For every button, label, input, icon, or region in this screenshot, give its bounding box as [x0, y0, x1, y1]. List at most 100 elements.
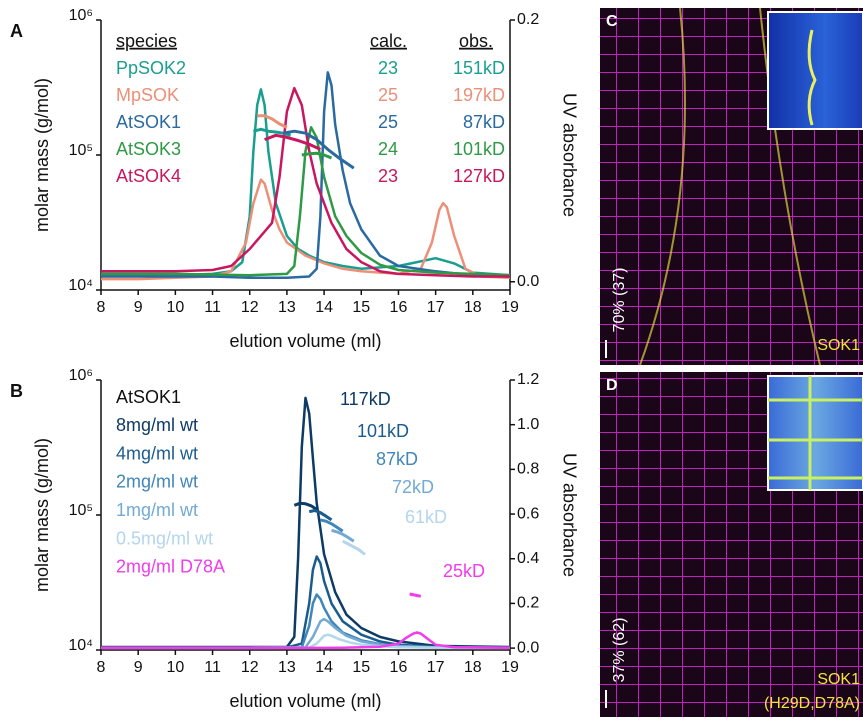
marker-label: SOK1: [817, 337, 860, 354]
legend-entry: 1mg/ml wt: [116, 500, 198, 520]
legend-entry: 0.5mg/ml wt: [116, 528, 213, 548]
mass-label: 72kD: [392, 477, 434, 497]
x-tick-label: 18: [464, 299, 482, 316]
y-tick-label: 10⁴: [68, 637, 93, 654]
x-tick-label: 15: [352, 659, 370, 676]
y2-tick-label: 0.4: [517, 550, 539, 567]
y-tick-label: 10⁵: [69, 142, 93, 159]
calc-value: 23: [378, 58, 398, 78]
obs-value: 87kD: [463, 112, 505, 132]
x-axis-title: elution volume (ml): [229, 331, 381, 351]
mass-label: 101kD: [357, 421, 409, 441]
x-tick-label: 16: [390, 659, 408, 676]
x-tick-label: 8: [97, 299, 106, 316]
legend-entry: 2mg/ml wt: [116, 472, 198, 492]
calc-value: 24: [378, 139, 398, 159]
legend-entry: 8mg/ml wt: [116, 415, 198, 435]
mass-trace: [409, 592, 422, 598]
y2-axis-title: UV absorbance: [559, 93, 579, 217]
y2-tick-label: 0.2: [517, 11, 539, 28]
calc-value: 25: [378, 112, 398, 132]
mass-trace: [264, 133, 322, 151]
y2-tick-label: 1.2: [517, 371, 539, 388]
x-tick-label: 11: [204, 659, 221, 676]
uv-trace: [101, 126, 511, 277]
legend-entry: AtSOK3: [116, 139, 181, 159]
panel-label: D: [606, 377, 618, 394]
y2-axis-title: UV absorbance: [559, 453, 579, 577]
mass-label: 117kD: [340, 389, 391, 409]
x-tick-label: 14: [315, 299, 333, 316]
x-tick-label: 16: [390, 299, 408, 316]
mass-trace: [342, 539, 366, 556]
legend-header: calc.: [370, 31, 407, 51]
uv-trace: [101, 178, 511, 281]
calc-value: 25: [378, 85, 398, 105]
calc-value: 23: [378, 166, 398, 186]
x-tick-label: 8: [97, 659, 106, 676]
y-tick-label: 10⁴: [68, 277, 93, 294]
panel-c: C 70% (37) SOK1: [600, 7, 863, 366]
mass-trace: [331, 528, 355, 543]
panel-d: D 37% (62) SOK1 (H29D,D78A): [600, 372, 863, 717]
x-tick-label: 17: [427, 299, 445, 316]
mass-trace: [308, 509, 333, 522]
uv-trace: [101, 396, 511, 649]
x-tick-label: 19: [501, 659, 519, 676]
x-tick-label: 15: [352, 299, 370, 316]
x-tick-label: 12: [241, 299, 259, 316]
x-tick-label: 13: [278, 299, 296, 316]
mass-trace: [257, 114, 288, 129]
mass-label: 87kD: [376, 449, 418, 469]
y2-tick-label: 0.2: [517, 595, 539, 612]
x-tick-label: 18: [464, 659, 482, 676]
mass-trace: [282, 129, 355, 170]
y-axis-title: molar mass (g/mol): [32, 78, 52, 232]
obs-value: 101kD: [453, 139, 505, 159]
x-tick-label: 11: [204, 299, 221, 316]
mass-label: 61kD: [405, 507, 447, 527]
x-tick-label: 10: [166, 299, 184, 316]
x-tick-label: 10: [166, 659, 184, 676]
legend-header: obs.: [459, 31, 493, 51]
panel-label: A: [10, 21, 23, 41]
x-tick-label: 9: [134, 299, 143, 316]
y2-tick-label: 0.0: [517, 273, 539, 290]
y-tick-label: 10⁶: [69, 7, 93, 24]
y2-tick-label: 0.0: [517, 639, 539, 656]
legend-header: species: [116, 31, 177, 51]
y2-tick-label: 0.8: [517, 461, 539, 478]
obs-value: 127kD: [453, 166, 505, 186]
legend-entry: 4mg/ml wt: [116, 443, 198, 463]
legend-entry: MpSOK: [116, 85, 179, 105]
y-tick-label: 10⁶: [69, 367, 93, 384]
y2-tick-label: 0.6: [517, 505, 539, 522]
x-axis-title: elution volume (ml): [229, 691, 381, 711]
uv-trace: [101, 86, 510, 278]
annotation: 70% (37): [611, 268, 628, 333]
panel-label: B: [10, 381, 23, 401]
inset: [767, 11, 863, 130]
legend-entry: AtSOK4: [116, 166, 181, 186]
legend-entry: AtSOK1: [116, 112, 181, 132]
mass-trace: [301, 151, 333, 160]
x-tick-label: 9: [134, 659, 143, 676]
y-tick-label: 10⁵: [69, 502, 93, 519]
obs-value: 197kD: [453, 85, 505, 105]
x-tick-label: 12: [241, 659, 259, 676]
uv-trace: [101, 71, 511, 280]
mass-trace: [293, 501, 318, 511]
legend-title: AtSOK1: [116, 387, 181, 407]
obs-value: 151kD: [453, 58, 505, 78]
legend-entry: 2mg/ml D78A: [116, 557, 225, 577]
x-tick-label: 17: [427, 659, 445, 676]
mass-label: 25kD: [443, 561, 485, 581]
panel-label: C: [606, 13, 618, 30]
marker-label: SOK1: [817, 671, 860, 688]
y-axis-title: molar mass (g/mol): [32, 438, 52, 592]
legend-entry: PpSOK2: [116, 58, 186, 78]
mutation-label: (H29D,D78A): [764, 695, 860, 712]
uv-trace: [101, 555, 511, 649]
x-tick-label: 14: [315, 659, 333, 676]
